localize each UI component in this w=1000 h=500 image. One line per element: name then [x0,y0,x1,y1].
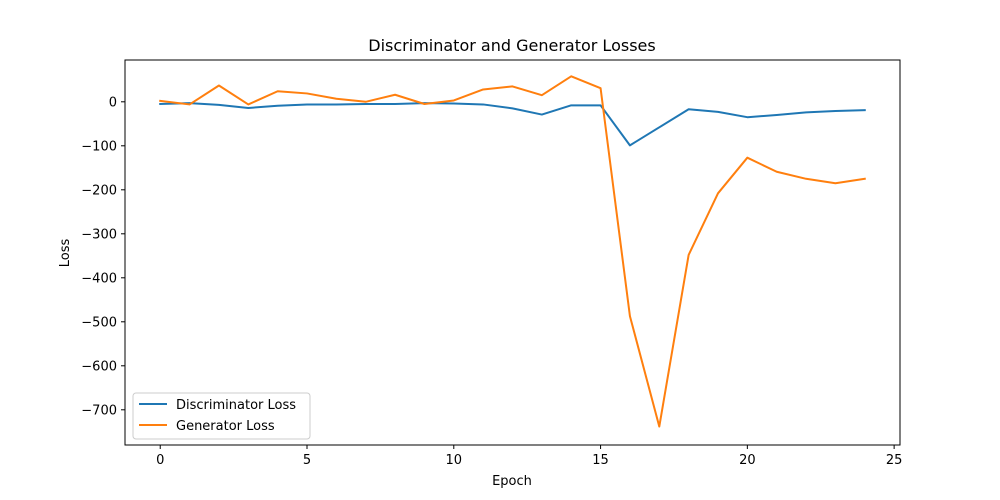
y-tick-label: −400 [81,271,117,286]
x-tick-label: 15 [592,453,609,468]
chart-title: Discriminator and Generator Losses [368,36,655,55]
plot-area-frame [124,59,901,446]
legend: Discriminator Loss Generator Loss [132,392,311,440]
x-tick-label: 25 [886,453,903,468]
y-tick-label: −700 [81,403,117,418]
legend-label-discriminator: Discriminator Loss [176,398,296,413]
x-tick-label: 20 [739,453,756,468]
y-tick-label: −200 [81,183,117,198]
y-axis: 0 −100 −200 −300 −400 −500 −600 −700 [81,95,125,418]
y-axis-label: Loss [58,239,73,268]
y-tick-label: −300 [81,227,117,242]
legend-label-generator: Generator Loss [176,419,275,434]
x-axis-label: Epoch [492,474,532,489]
x-tick-label: 0 [156,453,164,468]
y-tick-label: −500 [81,315,117,330]
x-tick-label: 10 [446,453,463,468]
y-tick-label: 0 [109,95,117,110]
y-tick-label: −100 [81,139,117,154]
x-axis: 0 5 10 15 20 25 [156,445,902,468]
series-line-discriminator [159,102,866,147]
series-layer [159,75,866,428]
x-tick-label: 5 [303,453,311,468]
y-tick-label: −600 [81,359,117,374]
legend-box [132,392,311,440]
series-line-generator [159,75,866,428]
